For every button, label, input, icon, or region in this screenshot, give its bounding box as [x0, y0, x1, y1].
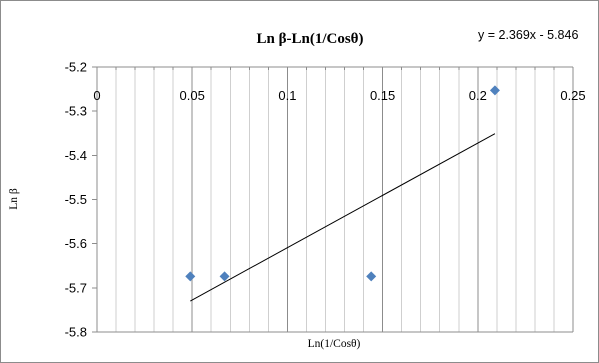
data-point — [489, 85, 500, 96]
x-axis-title: Ln(1/Cosθ) — [308, 338, 361, 350]
trendline-equation: y = 2.369x - 5.846 — [478, 28, 578, 42]
data-point — [219, 271, 230, 282]
chart-title: Ln β-Ln(1/Cosθ) — [257, 31, 364, 47]
y-tick-label: -5.4 — [65, 148, 87, 163]
x-tick-label: 0.25 — [560, 88, 585, 103]
y-tick-label: -5.5 — [65, 192, 87, 207]
y-tick-label: -5.7 — [65, 280, 87, 295]
data-point — [185, 271, 196, 282]
x-tick-label: 0.1 — [278, 88, 296, 103]
tick-labels: -5.2 -5.3 -5.4 -5.5 -5.6 -5.7 -5.8 0 0.05 0.1 0.15… — [65, 60, 586, 340]
data-point — [366, 271, 377, 282]
y-axis-title: Ln β — [8, 188, 20, 210]
x-tick-label: 0.05 — [180, 88, 205, 103]
gridlines — [115, 67, 574, 332]
y-tick-label: -5.8 — [65, 325, 87, 340]
data-points — [185, 85, 500, 282]
x-tick-label: 0.15 — [370, 88, 395, 103]
axes — [92, 66, 574, 333]
y-tick-label: -5.2 — [65, 60, 87, 75]
x-tick-label: 0 — [93, 88, 100, 103]
trendline-layer — [190, 133, 496, 302]
trendline — [190, 133, 496, 302]
y-tick-label: -5.3 — [65, 104, 87, 119]
y-tick-label: -5.6 — [65, 236, 87, 251]
x-tick-label: 0.2 — [469, 88, 487, 103]
